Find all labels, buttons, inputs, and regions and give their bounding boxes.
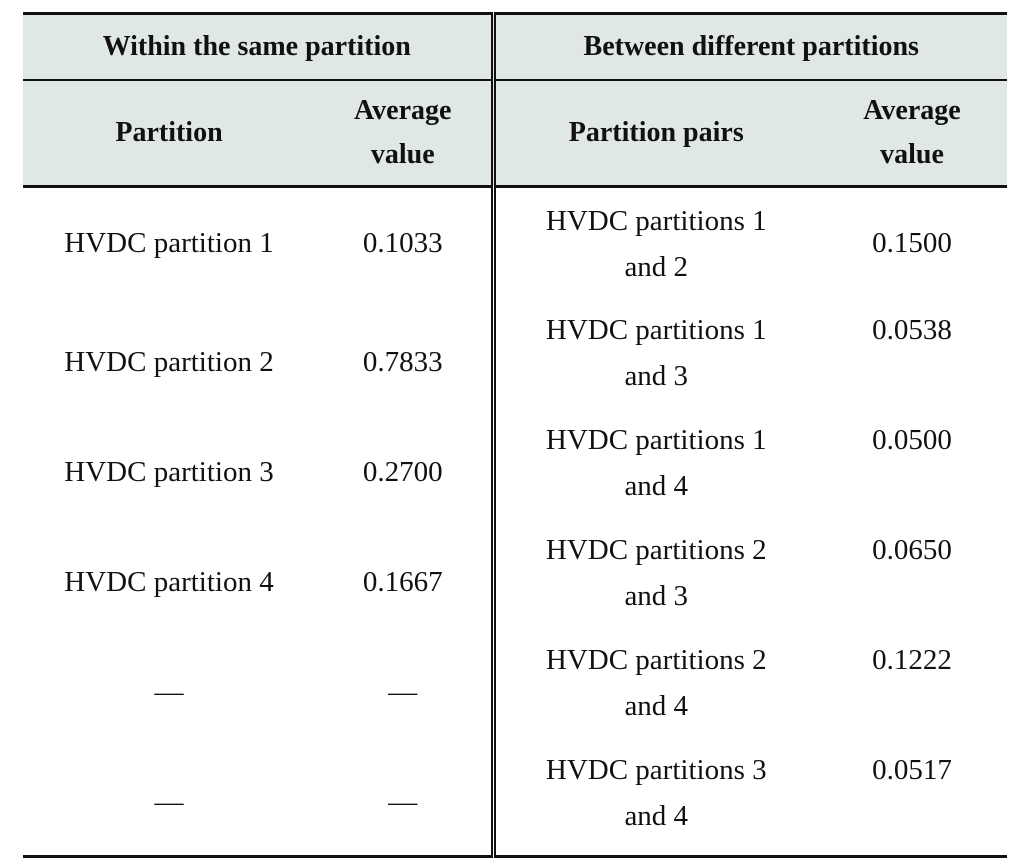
col-header-average-right-line1: Average	[863, 95, 961, 126]
pair-average-value-cell: 0.0538	[872, 313, 952, 346]
partition-cell: HVDC partition 4	[64, 565, 274, 598]
partition-cell: —	[154, 675, 184, 708]
average-value-cell: —	[315, 636, 496, 747]
partition-pair-line2: and 4	[624, 799, 689, 832]
table-row: HVDC partition 4 0.1667 HVDC partitions …	[23, 526, 1007, 637]
table-row: HVDC partition 1 0.1033 HVDC partitions …	[23, 186, 1007, 307]
average-value-cell: 0.2700	[315, 416, 496, 527]
partition-pair-cell: HVDC partitions 1 and 2	[493, 187, 817, 307]
table-header: Within the same partition Between differ…	[23, 13, 1007, 187]
partition-cell: —	[154, 785, 184, 818]
partition-pair-line2: and 2	[624, 251, 689, 283]
pair-average-value-cell: 0.0650	[872, 533, 952, 566]
average-value-cell: —	[315, 746, 496, 857]
comparison-table-container: Within the same partition Between differ…	[23, 12, 1007, 858]
col-header-average-right-line2: value	[880, 139, 944, 170]
group-header-within: Within the same partition	[23, 13, 496, 80]
col-header-average-left: Average value	[315, 80, 496, 187]
table-row: — — HVDC partitions 2 and 4 0.1222	[23, 636, 1007, 747]
partition-pair-line1: HVDC partitions 3	[545, 753, 767, 786]
col-header-average-right: Average value	[817, 80, 1007, 187]
col-header-average-left-line2: value	[370, 139, 435, 170]
partition-pair-line1: HVDC partitions 1	[545, 205, 767, 237]
col-header-partition-pairs: Partition pairs	[493, 80, 817, 187]
table-row: HVDC partition 2 0.7833 HVDC partitions …	[23, 306, 1007, 417]
partition-cell: HVDC partition 2	[64, 345, 274, 378]
partition-pair-line1: HVDC partitions 1	[545, 313, 767, 346]
pair-average-value-cell: 0.0500	[872, 423, 952, 456]
average-value-cell: 0.1667	[315, 526, 496, 637]
group-header-between: Between different partitions	[493, 13, 1007, 80]
partition-pair-cell: HVDC partitions 3 and 4	[493, 747, 817, 857]
average-value-cell: 0.7833	[315, 306, 496, 417]
header-group-row: Within the same partition Between differ…	[23, 13, 1007, 80]
partition-average-table: Within the same partition Between differ…	[23, 12, 1007, 858]
partition-pair-cell: HVDC partitions 2 and 3	[493, 527, 817, 637]
pair-average-value-cell: 0.1222	[872, 643, 952, 676]
partition-pair-line1: HVDC partitions 1	[545, 423, 767, 456]
col-header-partition: Partition	[23, 80, 315, 187]
average-value-cell: 0.1033	[315, 186, 496, 307]
partition-pair-cell: HVDC partitions 1 and 4	[493, 417, 817, 527]
partition-pair-line1: HVDC partitions 2	[545, 643, 767, 676]
partition-pair-line2: and 3	[624, 359, 689, 392]
partition-pair-line2: and 4	[624, 689, 689, 722]
table-body: HVDC partition 1 0.1033 HVDC partitions …	[23, 186, 1007, 857]
partition-pair-line2: and 4	[624, 469, 689, 502]
col-header-average-left-line1: Average	[354, 95, 452, 126]
partition-pair-line1: HVDC partitions 2	[545, 533, 767, 566]
table-row: — — HVDC partitions 3 and 4 0.0517	[23, 746, 1007, 857]
partition-pair-line2: and 3	[624, 579, 689, 612]
partition-pair-cell: HVDC partitions 2 and 4	[493, 637, 817, 747]
pair-average-value-cell: 0.1500	[872, 227, 952, 259]
table-row: HVDC partition 3 0.2700 HVDC partitions …	[23, 416, 1007, 527]
partition-cell: HVDC partition 1	[64, 227, 274, 259]
pair-average-value-cell: 0.0517	[872, 753, 952, 786]
partition-pair-cell: HVDC partitions 1 and 3	[493, 307, 817, 417]
header-column-row: Partition Average value Partition pairs …	[23, 80, 1007, 187]
partition-cell: HVDC partition 3	[64, 455, 274, 488]
